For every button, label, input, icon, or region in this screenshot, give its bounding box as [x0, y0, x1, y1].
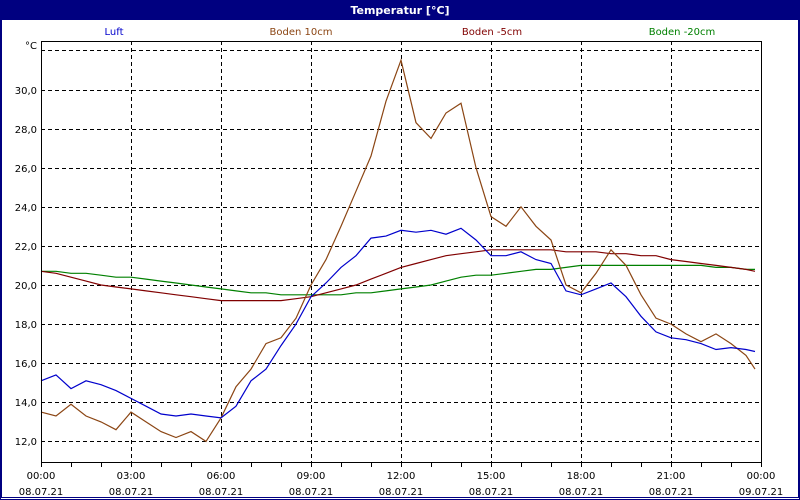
legend-item: Boden 10cm [270, 27, 333, 38]
x-tick-date: 08.07.21 [19, 487, 64, 498]
x-tick-date: 08.07.21 [559, 487, 604, 498]
x-tick-time: 12:00 [387, 471, 416, 482]
y-tick-label: 24,0 [15, 203, 37, 214]
series-line-boden-20cm [41, 264, 755, 296]
y-axis-unit: °C [25, 41, 37, 52]
x-tick-time: 15:00 [477, 471, 506, 482]
legend-item: Boden -20cm [649, 27, 716, 38]
y-tick-label: 18,0 [15, 320, 37, 331]
y-tick-label: 22,0 [15, 242, 37, 253]
y-tick-label: 14,0 [15, 398, 37, 409]
x-tick-time: 00:00 [747, 471, 776, 482]
y-tick-label: 26,0 [15, 164, 37, 175]
y-tick-label: 28,0 [15, 125, 37, 136]
x-tick-time: 06:00 [207, 471, 236, 482]
x-tick-time: 21:00 [657, 471, 686, 482]
y-tick-label: 12,0 [15, 437, 37, 448]
legend-item: Luft [105, 27, 124, 38]
series-line-luft [40, 227, 756, 419]
x-tick-date: 08.07.21 [469, 487, 514, 498]
x-tick-time: 09:00 [297, 471, 326, 482]
legend-item: Boden -5cm [462, 27, 522, 38]
x-tick-date: 08.07.21 [379, 487, 424, 498]
y-tick-label: 30,0 [15, 86, 37, 97]
x-tick-date: 08.07.21 [109, 487, 154, 498]
series-line-boden-10cm [40, 58, 756, 443]
x-tick-time: 18:00 [567, 471, 596, 482]
y-tick-label: 16,0 [15, 359, 37, 370]
x-tick-time: 03:00 [117, 471, 146, 482]
series-line-boden-5cm [40, 249, 756, 302]
x-tick-date: 08.07.21 [289, 487, 334, 498]
window-title: Temperatur [°C] [1, 1, 799, 20]
x-tick-time: 00:00 [27, 471, 56, 482]
x-tick-date: 08.07.21 [199, 487, 244, 498]
y-tick-label: 20,0 [15, 281, 37, 292]
x-tick-date: 08.07.21 [649, 487, 694, 498]
x-tick-date: 09.07.21 [739, 487, 784, 498]
grid [41, 41, 761, 462]
